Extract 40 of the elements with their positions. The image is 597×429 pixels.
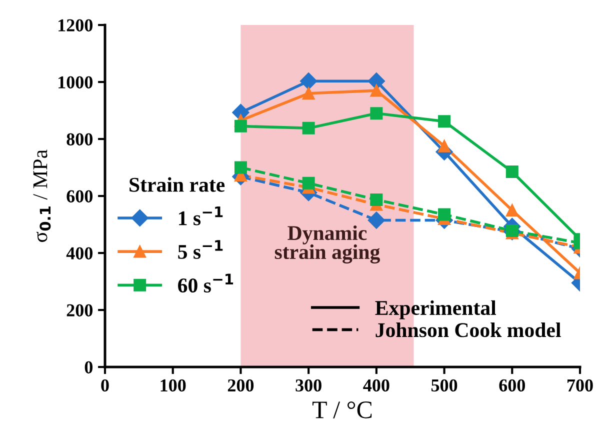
x-tick-label: 200: [228, 379, 254, 392]
point: [370, 107, 383, 120]
point: [234, 120, 247, 132]
point: [438, 208, 451, 221]
y-tick-label: 600: [66, 190, 93, 202]
x-axis-title: T / °C: [312, 401, 372, 418]
y-tick-label: 800: [66, 133, 93, 146]
legend-label: 1 s$^{−1}$: [179, 206, 223, 226]
point: [302, 122, 315, 134]
point: [302, 176, 315, 190]
point: [506, 204, 518, 216]
band-label: Dynamic strain aging: [274, 225, 380, 264]
y-axis-title: σ$_{0.1}$ / MPa: [33, 150, 51, 242]
point: [506, 166, 518, 178]
x-tick-label: 100: [160, 379, 186, 392]
x-tick-label: 500: [431, 379, 458, 392]
y-tick-label: 1200: [58, 19, 93, 32]
y-tick-label: 400: [66, 247, 93, 260]
legend-title: Strain rate: [130, 177, 225, 192]
point: [234, 161, 247, 174]
point: [370, 193, 383, 206]
x-tick-label: 0: [101, 379, 109, 392]
point: [368, 212, 385, 229]
point: [368, 72, 385, 90]
y-tick-label: 1000: [58, 76, 93, 88]
x-tick-label: 700: [567, 379, 593, 392]
x-tick-label: 600: [499, 379, 525, 392]
y-tick-label: 200: [66, 304, 93, 316]
annotation: Experimental: [375, 300, 496, 320]
x-tick-label: 400: [363, 379, 390, 392]
y-tick-label: 0: [84, 361, 93, 374]
legend-label: 60 s$^{−1}$: [178, 274, 234, 293]
legend-label: 5 s$^{−1}$: [178, 240, 223, 259]
point: [300, 72, 318, 90]
point: [370, 84, 383, 97]
point: [438, 115, 451, 128]
annotation: Johnson Cook model: [376, 322, 561, 338]
point: [438, 140, 451, 152]
point: [302, 87, 315, 100]
x-tick-label: 300: [296, 379, 322, 392]
